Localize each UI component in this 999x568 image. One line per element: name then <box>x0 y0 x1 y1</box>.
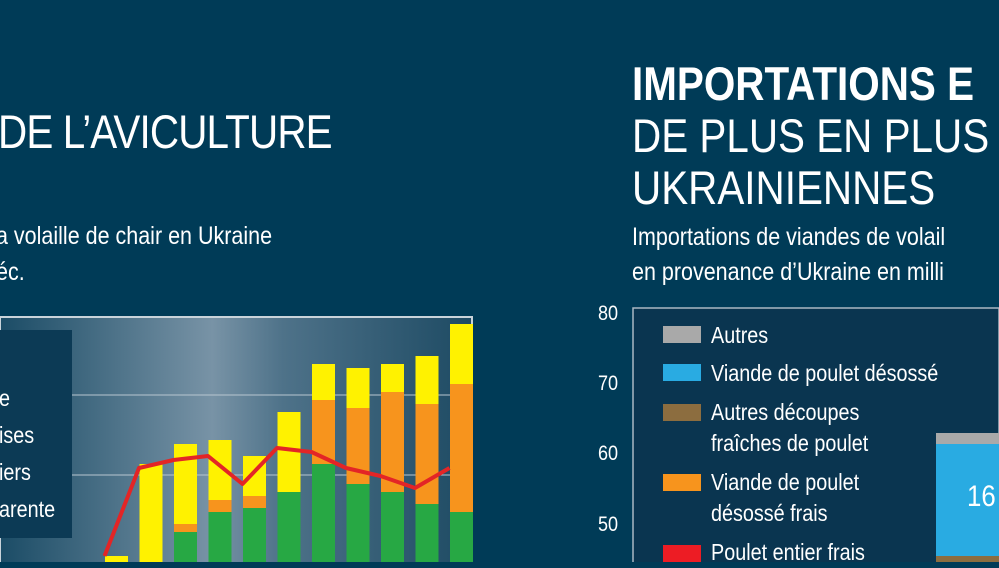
right-title-line2: DE PLUS EN PLUS D <box>632 109 999 162</box>
right-bar-label: 16 <box>967 480 996 513</box>
left-bar-yellow-segment <box>381 364 404 392</box>
left-bar-yellow-segment <box>346 368 370 408</box>
legend-swatch-poulet-entier <box>663 545 701 562</box>
left-legend: e ises iers arente <box>0 330 72 538</box>
left-bar-yellow-segment <box>139 464 163 562</box>
legend-label-poulet-entier: Poulet entier frais <box>711 539 865 565</box>
left-bar-yellow-segment <box>208 440 232 500</box>
left-bar-green-segment <box>346 484 370 562</box>
legend-swatch-autres-decoupes <box>663 404 701 421</box>
left-bar-orange-segment <box>415 404 439 504</box>
left-chart <box>0 316 473 562</box>
left-bar-orange-segment <box>450 384 473 512</box>
left-series-line <box>102 446 451 557</box>
left-bar-yellow-segment <box>415 356 439 404</box>
left-bar-orange-segment <box>381 392 404 492</box>
left-bar-orange-segment <box>243 496 266 508</box>
left-legend-line4: arente <box>0 496 56 522</box>
left-subtitle-line1: a volaille de chair en Ukraine <box>0 222 273 250</box>
right-subtitle-line2: en provenance d’Ukraine en milli <box>632 258 944 286</box>
left-bar-green-segment <box>381 492 404 562</box>
left-bar-green-segment <box>277 492 301 562</box>
left-bar-yellow-segment <box>312 364 335 400</box>
right-chart <box>632 307 999 562</box>
y-tick-80: 80 <box>598 302 619 325</box>
left-bar-yellow-segment <box>174 444 197 524</box>
right-bar-autres-decoupes <box>936 556 999 562</box>
left-bar-yellow-segment <box>277 412 301 492</box>
left-bar-orange-segment <box>174 524 197 532</box>
legend-label-viande-desosse-frais: Viande de poulet désossé frais <box>711 469 860 526</box>
right-title-line1: IMPORTATIONS E <box>632 57 975 110</box>
y-tick-60: 60 <box>598 442 619 465</box>
legend-label-autres-decoupes: Autres découpes fraîches de poulet <box>711 399 869 456</box>
left-bar-green-segment <box>243 508 266 562</box>
left-legend-line1: e <box>0 385 11 411</box>
left-bar-orange-segment <box>208 500 232 512</box>
y-tick-50: 50 <box>598 513 619 536</box>
right-title-line3: UKRAINIENNES <box>632 161 936 214</box>
left-legend-line2: ises <box>0 422 35 448</box>
left-bar-orange-segment <box>312 400 335 464</box>
legend-label-viande-desossee: Viande de poulet désossé <box>711 360 939 386</box>
legend-label-autres: Autres <box>711 322 769 348</box>
legend-swatch-viande-desossee <box>663 364 701 381</box>
legend-swatch-viande-desosse-frais <box>663 474 701 491</box>
legend-swatch-autres <box>663 326 701 343</box>
left-bar-green-segment <box>208 512 232 562</box>
left-bar-green-segment <box>174 532 197 562</box>
left-bar-yellow-segment <box>450 324 473 384</box>
left-bar-green-segment <box>312 464 335 562</box>
left-bar-yellow-segment <box>105 556 128 562</box>
right-subtitle-line1: Importations de viandes de volail <box>632 223 946 251</box>
left-title: DE L’AVICULTURE <box>0 105 333 158</box>
left-bar-green-segment <box>450 512 473 562</box>
left-bar-orange-segment <box>346 408 370 484</box>
right-bar-viande-desossee <box>936 444 999 556</box>
left-legend-line3: iers <box>0 459 31 485</box>
left-subtitle-line2: éc. <box>0 258 25 286</box>
left-bar-green-segment <box>415 504 439 562</box>
y-tick-70: 70 <box>598 372 619 395</box>
right-bar-autres <box>936 433 999 444</box>
